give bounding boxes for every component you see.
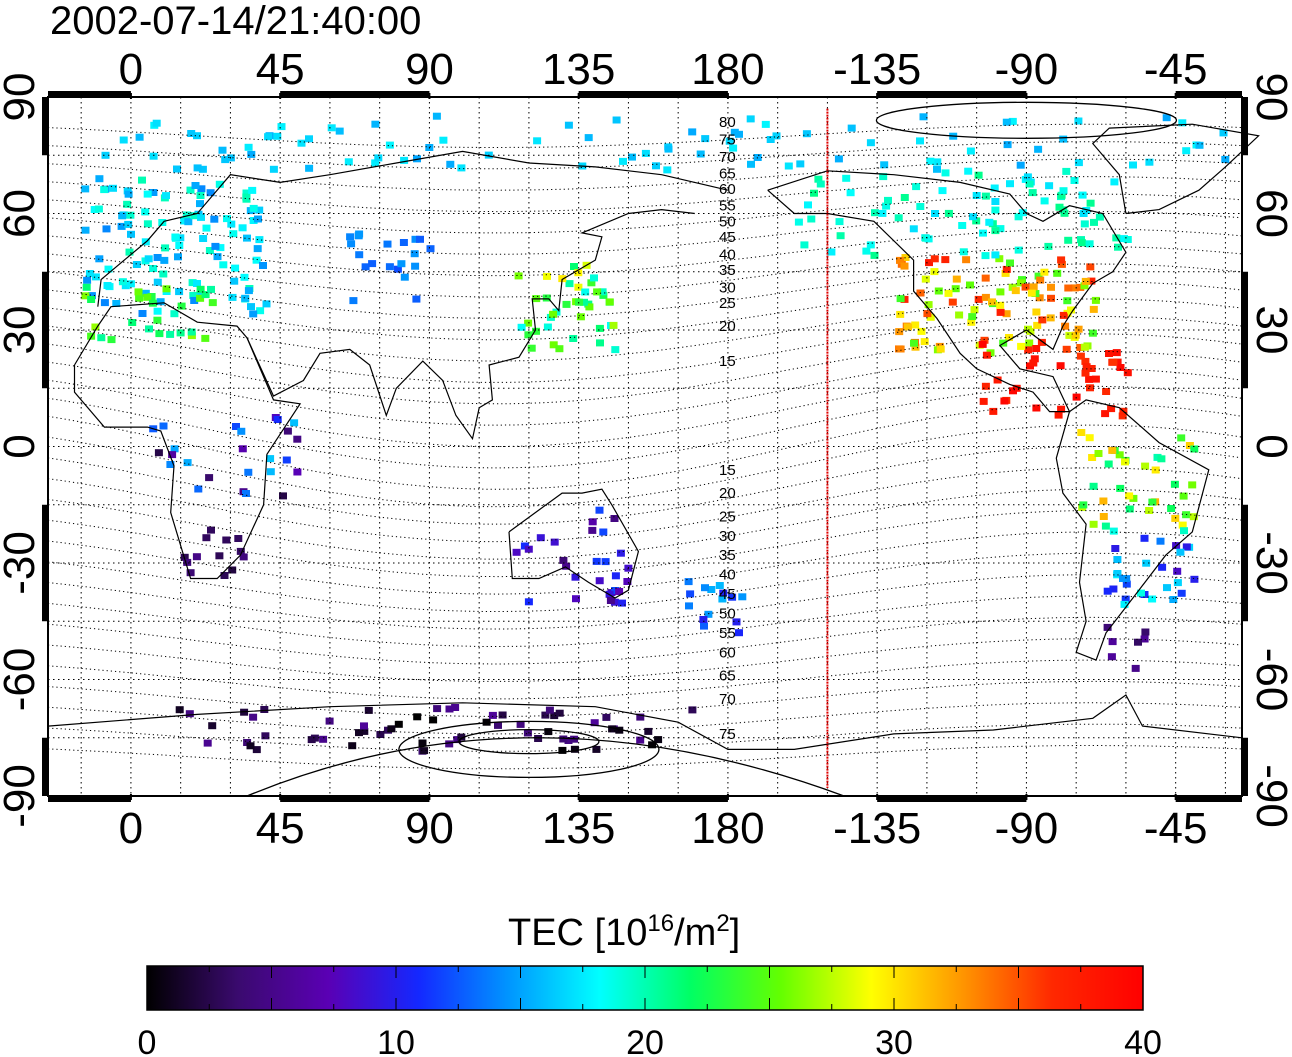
lat-tick-label-right: 0 <box>1247 434 1292 458</box>
contour-label: 35 <box>719 262 736 279</box>
lat-tick-label-right: 30 <box>1247 306 1292 355</box>
lat-tick-label-left: -90 <box>0 764 44 828</box>
contour-label: 55 <box>719 198 736 215</box>
axis-labels: 0 45 90 135 180 -135 -90 -450 45 90 135 180 -135 -90-… <box>0 45 1292 853</box>
contour-label: 30 <box>719 279 736 296</box>
contour-label: 45 <box>719 586 736 603</box>
contour-label: 40 <box>719 567 736 584</box>
contour-label: 60 <box>719 181 736 198</box>
lon-tick-label-top: 45 <box>256 45 305 94</box>
lon-tick-label-bottom: -45 <box>1144 804 1208 853</box>
contour-label: 50 <box>719 213 736 230</box>
lon-tick-label-top: 135 <box>542 45 615 94</box>
lat-tick-label-left: 0 <box>0 434 44 458</box>
lon-tick-label-top: 0 <box>119 45 143 94</box>
figure-title: 2002-07-14/21:40:00 <box>50 0 421 43</box>
contour-label: 75 <box>719 726 736 743</box>
contour-label: 70 <box>719 691 736 708</box>
lat-tick-label-left: 30 <box>0 306 44 355</box>
colorbar-tick-label: 20 <box>626 1024 664 1057</box>
coastlines <box>47 123 1260 750</box>
contour-label: 15 <box>719 462 736 479</box>
contour-label: 45 <box>719 229 736 246</box>
contour-label: 70 <box>719 149 736 166</box>
colorbar-tick-label: 10 <box>377 1024 415 1057</box>
colorbar-tick-label: 0 <box>138 1024 157 1057</box>
lon-tick-label-bottom: -135 <box>833 804 921 853</box>
contour-label: 60 <box>719 644 736 661</box>
contour-label: 40 <box>719 246 736 263</box>
lat-tick-label-left: -60 <box>0 648 44 712</box>
lat-tick-label-left: 60 <box>0 189 44 238</box>
lon-tick-label-bottom: 45 <box>256 804 305 853</box>
contour-label: 20 <box>719 485 736 502</box>
colorbar-tick-label: 30 <box>875 1024 913 1057</box>
colorbar-label: TEC [1016/m2] <box>508 910 740 954</box>
map-frame <box>47 96 1243 797</box>
contour-label: 80 <box>719 114 736 131</box>
contour-label: 50 <box>719 605 736 622</box>
contour-label: 30 <box>719 528 736 545</box>
tec-world-map: 8075706560555045403530252015152025303540… <box>0 45 1292 853</box>
contour-label: 20 <box>719 318 736 335</box>
lat-tick-label-right: -60 <box>1247 648 1292 712</box>
lon-tick-label-top: -135 <box>833 45 921 94</box>
contour-label: 65 <box>719 668 736 685</box>
colorbar: TEC [1016/m2] 0 10 20 30 40 <box>138 910 1162 1057</box>
lon-tick-label-bottom: 90 <box>405 804 454 853</box>
lon-tick-label-bottom: 0 <box>119 804 143 853</box>
lon-tick-label-top: -45 <box>1144 45 1208 94</box>
lat-tick-label-right: -90 <box>1247 764 1292 828</box>
lat-tick-label-right: 60 <box>1247 189 1292 238</box>
contour-label: 35 <box>719 547 736 564</box>
frame-ticks <box>42 91 1248 802</box>
lon-tick-label-top: -90 <box>995 45 1059 94</box>
lon-tick-label-bottom: -90 <box>995 804 1059 853</box>
lon-tick-label-top: 180 <box>691 45 764 94</box>
contour-label: 25 <box>719 295 736 312</box>
contour-label: 25 <box>719 508 736 525</box>
lat-tick-label-left: 90 <box>0 73 44 122</box>
colorbar-tick-label: 40 <box>1124 1024 1162 1057</box>
contour-label: 55 <box>719 625 736 642</box>
contour-label: 65 <box>719 166 736 183</box>
contour-labels: 8075706560555045403530252015152025303540… <box>719 114 736 743</box>
lon-tick-label-top: 90 <box>405 45 454 94</box>
contour-label: 15 <box>719 353 736 370</box>
magnetic-latitude-contours <box>47 101 1243 797</box>
lon-tick-label-bottom: 180 <box>691 804 764 853</box>
map-grid <box>48 97 1242 796</box>
contour-label: 75 <box>719 132 736 149</box>
lat-tick-label-left: -30 <box>0 531 44 595</box>
lat-tick-label-right: -30 <box>1247 531 1292 595</box>
lon-tick-label-bottom: 135 <box>542 804 615 853</box>
lat-tick-label-right: 90 <box>1247 73 1292 122</box>
